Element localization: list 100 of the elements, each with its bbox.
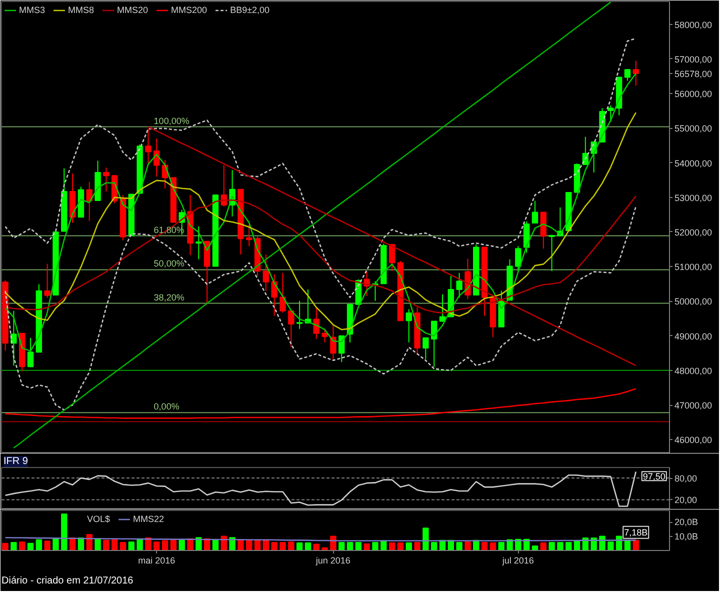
bar xyxy=(540,542,546,550)
bar xyxy=(61,514,68,550)
y-tick-label: 55000,00 xyxy=(674,124,712,134)
candlestick xyxy=(632,60,639,86)
bar xyxy=(372,542,378,550)
candlestick xyxy=(548,234,555,272)
bar xyxy=(120,542,126,550)
y-tick-label: 52000,00 xyxy=(674,228,712,238)
bar xyxy=(414,542,420,550)
bar xyxy=(304,542,312,550)
candlestick xyxy=(44,263,50,298)
legend-label: MMS200 xyxy=(171,5,208,15)
candlestick xyxy=(288,310,294,348)
bar xyxy=(288,542,294,550)
bar xyxy=(44,540,50,550)
candlestick xyxy=(262,254,270,292)
candlestick xyxy=(271,274,278,316)
candlestick xyxy=(280,272,286,314)
bar xyxy=(498,542,504,550)
candlestick xyxy=(103,167,110,192)
bar xyxy=(162,540,168,550)
y-tick-label: 54000,00 xyxy=(674,158,712,168)
y-tick-label: 20,00 xyxy=(674,495,698,506)
candlestick xyxy=(322,328,328,343)
bar xyxy=(271,542,278,550)
bar xyxy=(464,542,471,550)
y-tick-label: 58000,00 xyxy=(674,20,712,30)
bar xyxy=(178,540,185,550)
y-tick-label: 46000,00 xyxy=(674,435,712,446)
bar xyxy=(481,542,488,550)
bar xyxy=(566,542,572,550)
bar xyxy=(430,542,438,550)
annotation: 0,00% xyxy=(154,402,180,412)
bar xyxy=(280,542,286,550)
bar xyxy=(557,542,564,550)
bar xyxy=(422,528,429,550)
x-tick-label: jun 2016 xyxy=(314,556,350,566)
y-tick-label: 56578,00 xyxy=(674,69,712,80)
data-label: 97,50 xyxy=(642,472,666,482)
candlestick xyxy=(422,337,429,360)
y-tick-label: 56000,00 xyxy=(674,89,712,100)
data-label: 7,18B xyxy=(624,527,648,538)
candlestick xyxy=(515,246,522,272)
bar xyxy=(111,539,118,550)
bar xyxy=(406,542,412,550)
bar xyxy=(27,542,34,550)
line-series xyxy=(4,471,637,507)
bar xyxy=(338,542,345,550)
candlestick xyxy=(246,224,252,247)
annotation: 100,00% xyxy=(154,116,190,126)
candlestick xyxy=(406,308,412,343)
bar xyxy=(330,536,336,550)
bar xyxy=(490,542,496,550)
bar xyxy=(170,540,177,550)
legend-label: MMS22 xyxy=(133,514,164,524)
bar xyxy=(94,538,101,550)
bar xyxy=(2,542,8,550)
bar xyxy=(548,542,555,550)
bar xyxy=(52,538,59,550)
legend-label: MMS8 xyxy=(68,5,94,15)
y-tick-label: 48000,00 xyxy=(674,366,712,376)
annotation: 50,00% xyxy=(154,258,184,269)
y-tick-label: 20,0B xyxy=(674,517,698,528)
candlestick xyxy=(313,306,320,340)
candlestick xyxy=(196,226,202,260)
series-label: VOL$ xyxy=(87,514,110,524)
text: Diário - criado em 21/07/2016 xyxy=(2,576,134,586)
candlestick xyxy=(10,310,17,366)
y-tick-label: 53000,00 xyxy=(674,192,712,203)
x-tick-label: mai 2016 xyxy=(138,556,176,566)
bar xyxy=(36,539,42,550)
bar xyxy=(364,543,370,550)
bar xyxy=(154,542,160,550)
line-series xyxy=(4,206,637,411)
y-tick-label: 49000,00 xyxy=(674,331,712,342)
bar xyxy=(136,538,143,550)
legend-label: MMS20 xyxy=(117,5,148,15)
y-tick-label: 50000,00 xyxy=(674,296,712,307)
bar xyxy=(128,542,135,550)
bar xyxy=(145,538,152,550)
candlestick xyxy=(296,300,303,330)
bar xyxy=(456,542,462,550)
y-tick-label: 10,0B xyxy=(674,531,698,542)
annotation: 38,20% xyxy=(154,292,184,302)
bar xyxy=(388,542,396,550)
candlestick xyxy=(608,104,614,122)
y-tick-label: 57000,00 xyxy=(674,54,712,64)
candlestick xyxy=(456,272,462,298)
y-tick-label: 51000,00 xyxy=(674,262,712,272)
bar xyxy=(355,542,362,550)
y-tick-label: 47000,00 xyxy=(674,400,712,411)
line-series xyxy=(13,2,612,449)
line-series xyxy=(4,112,637,330)
legend-label: MMS3 xyxy=(19,5,46,15)
bar xyxy=(608,542,614,550)
bar xyxy=(397,542,404,550)
bar xyxy=(103,540,110,550)
bar xyxy=(18,542,26,550)
legend-label: BB9±2,00 xyxy=(230,5,270,15)
candlestick xyxy=(145,128,152,166)
